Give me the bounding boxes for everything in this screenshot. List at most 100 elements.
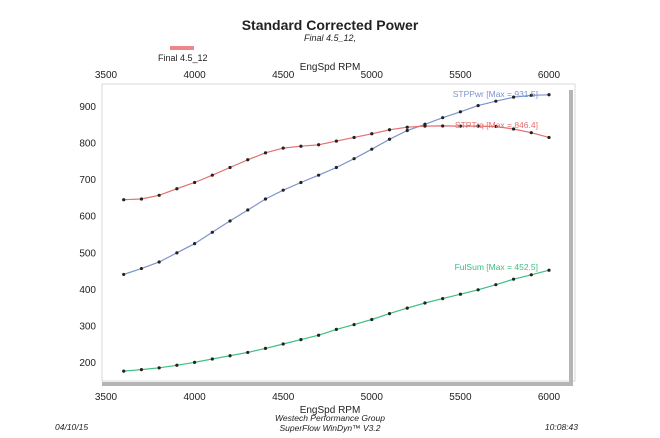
data-point-stppwr [476,103,480,108]
data-point-stppwr [157,260,161,264]
data-point-stppwr [370,147,374,151]
data-point-fulsum [405,306,409,310]
data-point-stptrq [334,139,338,143]
data-point-stppwr [334,165,338,170]
x-axis-label-top: EngSpd RPM [300,62,361,73]
data-point-stptrq [405,125,409,129]
y-tick-label: 600 [79,212,96,223]
data-point-stppwr [405,128,409,133]
data-point-stppwr [441,116,445,120]
data-point-stppwr [387,137,392,141]
data-point-stptrq [157,193,161,197]
legend-swatch [170,46,194,50]
data-point-stppwr [494,99,498,103]
chart-title: Standard Corrected Power [242,17,419,33]
data-point-stptrq [476,124,480,128]
x-tick-label: 5000 [361,392,384,403]
y-tick-label: 900 [79,102,96,113]
series-annotation-stptrq: STPTrq [Max = 846.4] [455,120,538,130]
x-tick-label-top: 6000 [538,70,561,81]
chart-subtitle: Final 4.5_12, [304,33,356,43]
data-point-stppwr [299,180,303,185]
series-layer: STPPwr [Max = 931.5] STPTrq [Max = 846.4]… [122,89,551,373]
data-point-fulsum [317,333,321,337]
series-annotation-stppwr: STPPwr [Max = 931.5] [453,89,538,99]
y-tick-label: 700 [79,175,96,186]
data-point-stppwr [122,272,126,277]
data-point-fulsum [246,350,250,355]
x-tick-label: 6000 [538,392,561,403]
data-point-stppwr [210,230,214,234]
data-point-fulsum [511,277,516,281]
footer-software: SuperFlow WinDyn™ V3.2 [279,423,380,433]
legend-label: Final 4.5_12 [158,53,208,63]
data-point-stppwr [511,95,516,99]
data-point-fulsum [458,292,462,296]
data-point-stptrq [352,135,356,140]
x-axis-label-bottom: EngSpd RPM [300,405,361,416]
x-tick-label: 3500 [95,392,118,403]
data-point-stptrq [370,132,374,136]
data-point-fulsum [387,312,392,316]
data-point-fulsum [193,360,197,364]
data-point-stptrq [175,187,179,191]
data-point-stptrq [299,144,303,148]
data-point-fulsum [494,283,498,287]
data-point-stptrq [193,180,197,185]
data-point-fulsum [423,301,427,305]
footer-date: 04/10/15 [55,422,88,432]
y-tick-label: 200 [79,358,96,369]
data-point-stppwr [139,266,144,271]
x-tick-label-top: 4500 [272,70,295,81]
y-tick-label: 800 [79,138,96,149]
data-point-fulsum [370,317,374,322]
data-point-fulsum [476,288,480,292]
data-point-fulsum [228,354,232,358]
data-point-fulsum [263,346,268,351]
data-point-fulsum [139,368,144,372]
series-line-stptrq [123,125,550,201]
series-annotation-fulsum: FulSum [Max = 452.5] [455,262,538,272]
data-point-stptrq [423,124,427,128]
data-point-stppwr [263,197,268,201]
axes: 3500 3500 4000 4000 4500 4500 5000 5000 5500 5500… [79,70,576,403]
data-point-fulsum [547,268,551,272]
data-point-stppwr [175,251,179,255]
data-point-fulsum [334,327,338,331]
x-tick-label: 4000 [183,392,206,403]
data-point-fulsum [175,363,179,367]
y-tick-label: 300 [79,322,96,333]
data-point-fulsum [210,357,214,361]
x-tick-label-top: 3500 [95,70,118,81]
data-point-stppwr [352,157,356,161]
plot-frame [101,83,576,382]
data-point-stppwr [317,173,321,177]
data-point-stptrq [494,124,498,129]
x-tick-label-top: 5000 [361,70,384,81]
data-point-stptrq [122,198,126,202]
data-point-stptrq [281,146,285,150]
y-tick-label: 400 [79,285,96,296]
x-tick-label-top: 5500 [449,70,472,81]
data-point-stptrq [387,128,392,132]
data-point-stptrq [263,151,268,155]
x-tick-label: 5500 [449,392,472,403]
data-point-stppwr [458,110,462,114]
data-point-fulsum [352,322,356,327]
data-point-stptrq [458,124,462,128]
data-point-stptrq [529,131,533,135]
data-point-stppwr [547,93,551,97]
series-line-fulsum [123,269,550,372]
data-point-stppwr [246,208,250,212]
footer-company: Westech Performance Group [275,413,385,423]
data-point-fulsum [529,273,533,277]
data-point-fulsum [441,296,445,301]
data-point-stptrq [511,127,516,131]
x-tick-label-top: 4000 [183,70,206,81]
data-point-stptrq [139,197,144,201]
data-point-stptrq [547,135,551,140]
y-tick-label: 500 [79,248,96,259]
data-point-stptrq [228,165,232,170]
data-point-stptrq [210,173,214,177]
footer-time: 10:08:43 [545,422,578,432]
